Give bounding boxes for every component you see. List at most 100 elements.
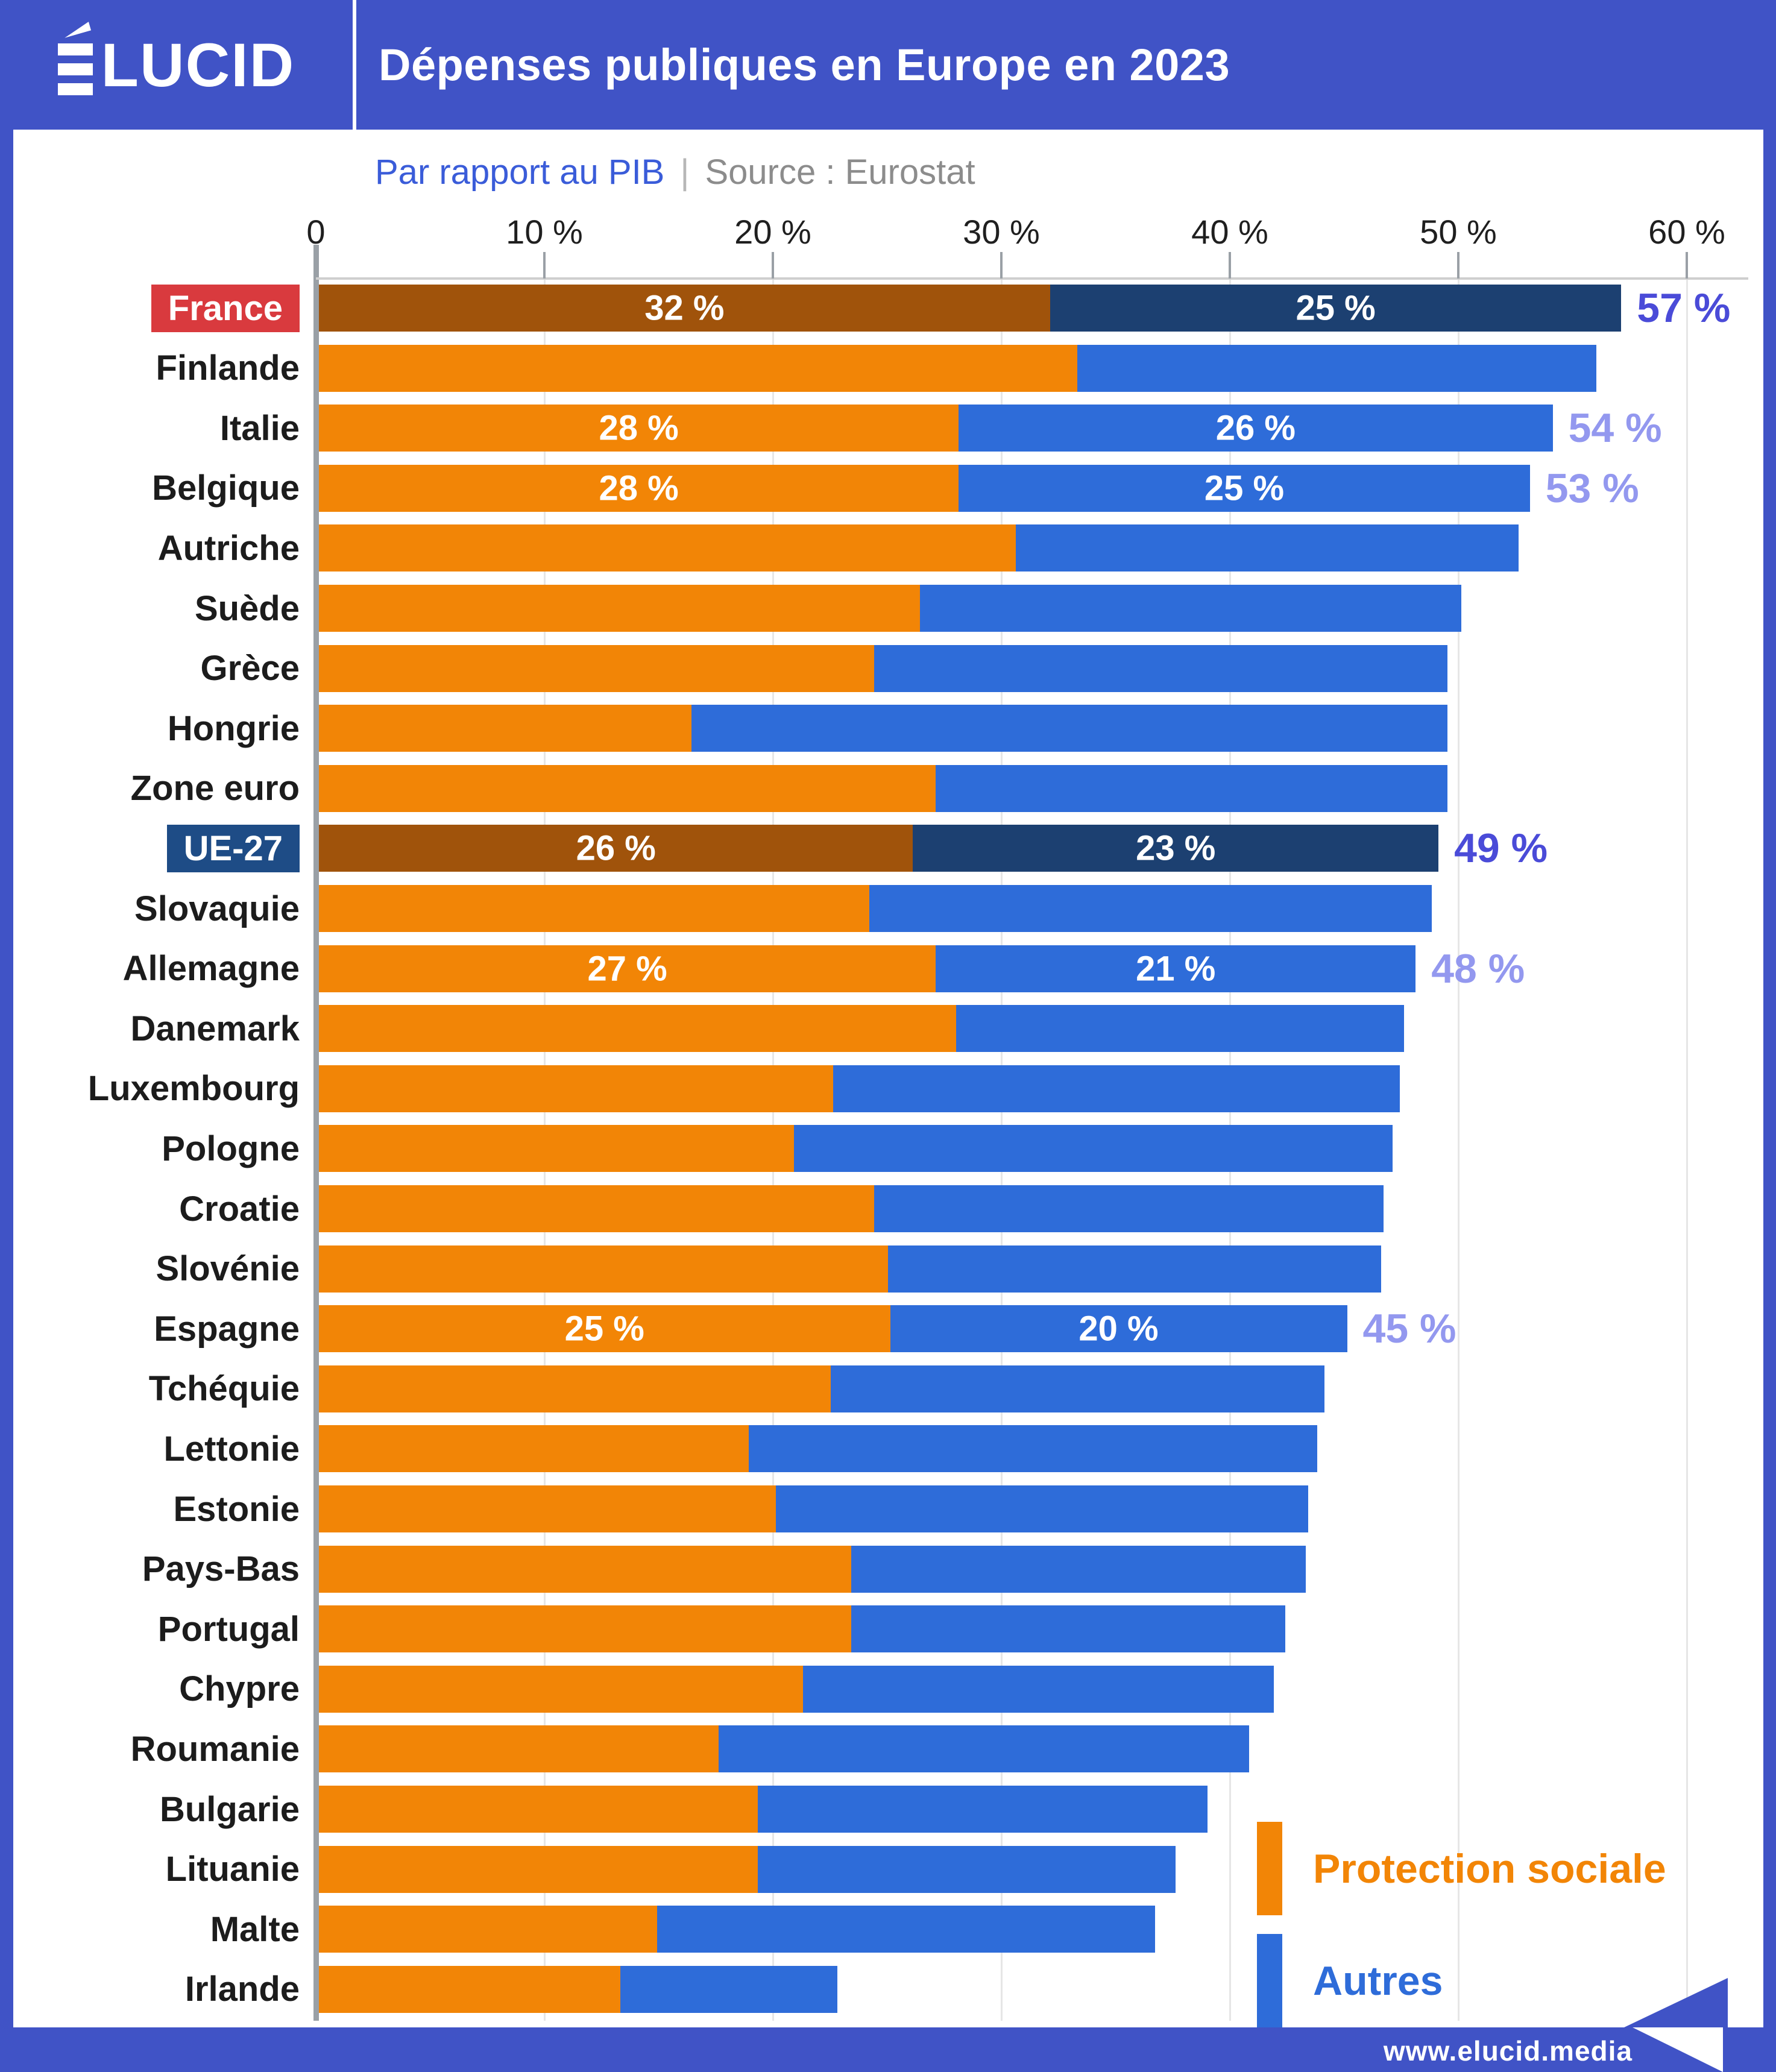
social-segment [319, 1365, 831, 1412]
country-label-tch-quie: Tchéquie [148, 1369, 300, 1409]
country-label-allemagne: Allemagne [122, 949, 300, 989]
autres-segment [757, 1786, 1208, 1833]
legend-swatch-autres [1257, 1934, 1282, 2027]
total-value-label: 48 % [1431, 945, 1525, 992]
country-label-slovaquie: Slovaquie [134, 889, 300, 928]
x-tick-label: 30 % [963, 213, 1040, 251]
autres-segment [887, 1245, 1382, 1293]
social-value-label: 26 % [576, 828, 656, 868]
logo-text: LUCID [101, 30, 295, 99]
total-value-label: 57 % [1637, 285, 1731, 331]
plot-top-rule [316, 277, 1748, 280]
x-tick-label: 0 [306, 213, 326, 251]
social-segment [319, 644, 874, 692]
social-value-label: 32 % [644, 288, 725, 328]
x-tick-mark [1457, 252, 1460, 279]
country-label-ue-27: UE-27 [0, 821, 300, 875]
social-value-label: 27 % [587, 949, 667, 989]
gridline [1686, 279, 1688, 2021]
gridline [1458, 279, 1460, 2021]
autres-segment [913, 825, 1439, 872]
country-label-zone-euro: Zone euro [130, 769, 300, 808]
country-badge: UE-27 [166, 824, 300, 872]
social-segment [319, 285, 1050, 332]
autres-segment [936, 945, 1416, 992]
social-segment [319, 705, 691, 752]
subtitle-metric: Par rapport au PIB [375, 153, 665, 192]
autres-segment [776, 1485, 1309, 1532]
country-label-portugal: Portugal [157, 1609, 300, 1649]
autres-segment [959, 464, 1530, 512]
subtitle: Par rapport au PIB | Source : Eurostat [375, 152, 975, 192]
country-label-hongrie: Hongrie [167, 708, 300, 748]
y-axis-line [313, 245, 319, 2021]
social-segment [319, 585, 920, 632]
country-label-gr-ce: Grèce [200, 649, 300, 688]
autres-value-label: 20 % [1079, 1309, 1159, 1349]
x-tick-label: 40 % [1191, 213, 1268, 251]
social-segment [319, 1065, 833, 1112]
country-label-irlande: Irlande [184, 1970, 300, 2009]
country-badge: France [151, 284, 300, 332]
country-label-pays-bas: Pays-Bas [142, 1549, 300, 1589]
subtitle-separator: | [680, 153, 690, 192]
social-segment [319, 1305, 890, 1353]
x-tick-label: 10 % [506, 213, 583, 251]
autres-segment [620, 1965, 838, 2013]
country-label-pologne: Pologne [162, 1129, 300, 1168]
x-tick-label: 50 % [1420, 213, 1497, 251]
social-segment [319, 1485, 776, 1532]
total-value-label: 49 % [1454, 825, 1548, 872]
legend-label-autres: Autres [1313, 1958, 1443, 2004]
x-tick-mark [772, 252, 774, 279]
header-divider [353, 0, 356, 130]
x-tick-mark [1686, 252, 1688, 279]
social-segment [319, 1845, 758, 1893]
social-value-label: 28 % [599, 408, 679, 448]
x-tick-mark [1000, 252, 1003, 279]
autres-segment [1050, 285, 1622, 332]
x-tick-label: 20 % [734, 213, 811, 251]
country-label-autriche: Autriche [157, 528, 300, 568]
elucid-logo: LUCID [0, 0, 353, 130]
autres-segment [748, 1425, 1318, 1473]
country-label-danemark: Danemark [130, 1009, 300, 1048]
social-segment [319, 405, 959, 452]
autres-segment [874, 1185, 1384, 1232]
autres-segment [757, 1845, 1176, 1893]
social-segment [319, 1185, 874, 1232]
autres-segment [851, 1545, 1306, 1593]
autres-segment [1077, 344, 1596, 392]
total-value-label: 45 % [1362, 1306, 1456, 1352]
total-value-label: 54 % [1568, 405, 1662, 452]
footer-url: www.elucid.media [1383, 2035, 1633, 2067]
autres-value-label: 23 % [1136, 828, 1216, 868]
footer-flag-notch-icon [1633, 2027, 1723, 2072]
footer-bar: www.elucid.media [0, 2027, 1776, 2072]
social-segment [319, 1005, 957, 1053]
country-label-chypre: Chypre [179, 1669, 300, 1709]
social-segment [319, 1425, 749, 1473]
social-segment [319, 1605, 852, 1653]
country-label-belgique: Belgique [152, 468, 300, 508]
country-label-france: France [0, 281, 300, 335]
autres-segment [719, 1725, 1249, 1773]
autres-value-label: 25 % [1296, 288, 1376, 328]
x-tick-mark [543, 252, 546, 279]
frame-border-left [0, 130, 13, 2027]
country-label-espagne: Espagne [154, 1309, 300, 1349]
footer-flag-icon [1624, 1978, 1728, 2027]
autres-value-label: 25 % [1204, 468, 1285, 508]
social-segment [319, 1665, 804, 1713]
subtitle-source: Source : Eurostat [705, 153, 975, 192]
country-label-lettonie: Lettonie [163, 1429, 300, 1469]
autres-segment [956, 1005, 1405, 1053]
page-title: Dépenses publiques en Europe en 2023 [379, 40, 1230, 90]
country-label-finlande: Finlande [156, 348, 300, 388]
legend-label-protection-sociale: Protection sociale [1313, 1846, 1666, 1892]
social-segment [319, 1545, 852, 1593]
autres-segment [794, 1125, 1393, 1173]
x-tick-mark [1229, 252, 1231, 279]
country-label-slov-nie: Slovénie [156, 1249, 300, 1289]
